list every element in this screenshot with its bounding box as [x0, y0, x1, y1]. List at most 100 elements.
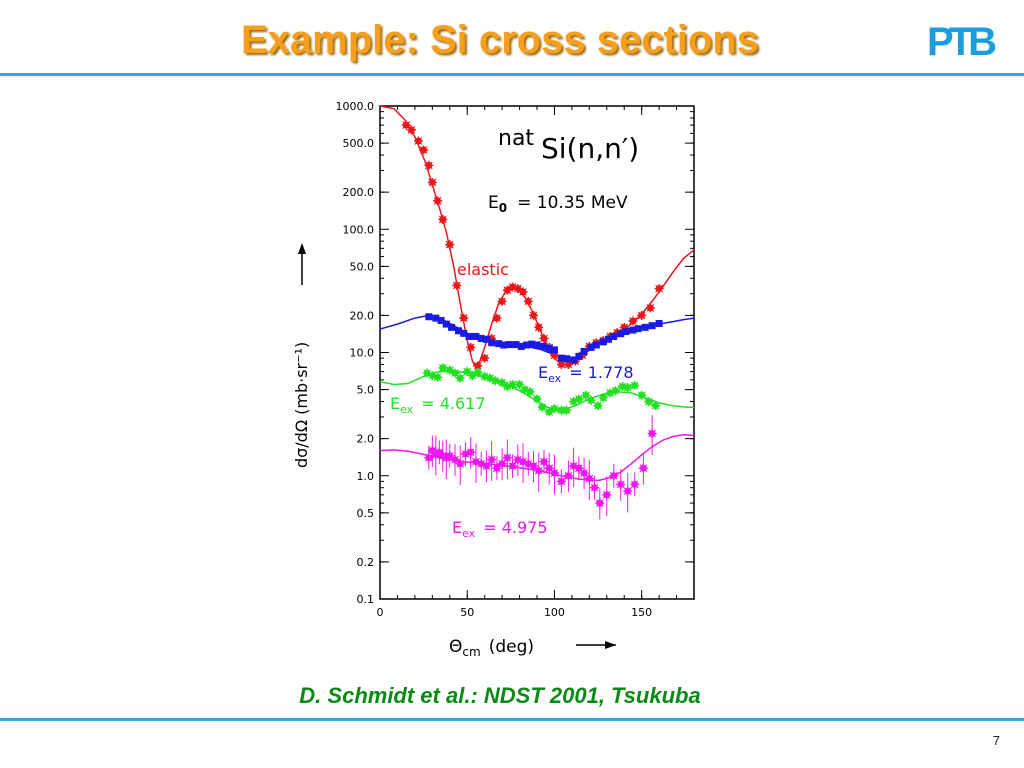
series-2-point-35: [630, 380, 640, 390]
series-2-point-26: [574, 394, 584, 404]
series-2-point-37: [644, 397, 654, 407]
y-tick-label-2: 200.0: [343, 186, 375, 199]
series-0-point-7: [438, 214, 448, 224]
series-3-point-6: [445, 443, 455, 468]
series-1-point-24: [563, 355, 571, 363]
series-3-point-41: [647, 415, 657, 455]
series-0-point-6: [433, 196, 443, 206]
series-3-point-36: [609, 463, 619, 488]
series-2-label: Eex = 4.617: [390, 394, 486, 416]
series-3-point-16: [497, 448, 507, 481]
series-2-point-16: [515, 380, 525, 390]
chart-title-prefix: nat: [498, 126, 534, 151]
y-tick-label-12: 0.1: [357, 593, 375, 606]
series-1-point-16: [517, 342, 525, 350]
series-1-point-34: [622, 328, 630, 336]
series-1-point-39: [655, 319, 663, 327]
series-1-point-33: [617, 330, 625, 338]
series-1-point-28: [587, 343, 595, 351]
y-tick-label-1: 500.0: [343, 137, 375, 150]
y-axis-arrowhead: [298, 243, 306, 254]
header-divider: [0, 73, 1024, 76]
series-3-point-32: [584, 460, 594, 500]
series-3-point-17: [502, 439, 512, 480]
series-3-point-27: [556, 469, 566, 494]
series-3-point-18: [508, 454, 518, 478]
series-0-point-1: [406, 125, 416, 135]
series-2-point-22: [549, 404, 559, 414]
series-3-point-24: [539, 449, 549, 474]
series-1-point-35: [629, 326, 637, 334]
series-1-point-26: [575, 352, 583, 360]
series-0-point-3: [419, 145, 429, 155]
series-3-point-21: [523, 451, 533, 476]
series-1-point-29: [592, 341, 600, 349]
series-3-point-33: [590, 475, 600, 500]
series-0-point-10: [459, 313, 469, 323]
slide-title: Example: Si cross sections: [240, 18, 759, 62]
series-3-point-31: [579, 457, 589, 490]
series-2-point-6: [455, 373, 465, 383]
series-3-point-34: [595, 487, 605, 520]
series-2-point-28: [586, 395, 596, 405]
series-0-point-24: [539, 333, 549, 343]
y-tick-label-0: 1000.0: [336, 100, 375, 113]
series-2-point-20: [537, 402, 547, 412]
y-tick-label-7: 5.0: [357, 384, 375, 397]
series-0-point-38: [637, 310, 647, 320]
series-1-point-4: [448, 323, 456, 331]
series-2-point-30: [598, 393, 608, 403]
series-1-point-1: [432, 314, 440, 322]
y-tick-label-5: 20.0: [350, 309, 375, 322]
page-number: 7: [992, 733, 1000, 748]
series-1-point-19: [533, 341, 541, 349]
y-tick-label-4: 50.0: [350, 260, 375, 273]
ptb-logo: PTB: [927, 20, 997, 64]
series-2-point-9: [473, 367, 483, 377]
series-3-label: Eex = 4.975: [452, 518, 548, 540]
series-2-point-0: [422, 368, 432, 378]
series-3-point-29: [569, 447, 579, 488]
footer-divider: [0, 718, 1024, 721]
series-1-point-14: [505, 341, 513, 349]
series-1-label: Eex = 1.778: [538, 363, 634, 385]
y-tick-label-11: 0.2: [357, 556, 375, 569]
series-0-point-15: [492, 313, 502, 323]
series-1-point-23: [557, 354, 565, 362]
series-1-point-22: [550, 346, 558, 354]
series-2-point-38: [651, 401, 661, 411]
series-2-point-5: [450, 368, 460, 378]
series-1-point-6: [460, 329, 468, 337]
series-1-point-18: [528, 340, 536, 348]
series-1-point-12: [495, 340, 503, 348]
series-1-point-38: [648, 322, 656, 330]
series-0-point-4: [424, 160, 434, 170]
series-0-point-22: [529, 310, 539, 320]
series-0-point-8: [445, 240, 455, 250]
series-2-point-18: [525, 387, 535, 397]
series-0-point-23: [534, 322, 544, 332]
series-2-point-19: [532, 394, 542, 404]
series-3-point-0: [424, 445, 434, 470]
series-3-point-26: [549, 454, 559, 495]
series-0-point-17: [502, 285, 512, 295]
series-1-point-15: [512, 341, 520, 349]
citation: D. Schmidt et al.: NDST 2001, Tsukuba: [299, 683, 701, 708]
series-1-point-32: [610, 332, 618, 340]
x-tick-label-0: 0: [377, 606, 384, 619]
series-3-point-14: [487, 441, 497, 481]
series-3-point-37: [616, 469, 626, 501]
series-2-point-12: [490, 376, 500, 386]
series-0-point-37: [628, 316, 638, 326]
series-0-point-20: [518, 287, 528, 297]
series-1-point-13: [500, 341, 508, 349]
x-tick-label-1: 50: [460, 606, 474, 619]
series-1-point-9: [477, 334, 485, 342]
series-3-point-13: [481, 450, 491, 483]
series-2-point-24: [562, 405, 572, 415]
series-3-point-10: [466, 437, 476, 469]
x-axis-label: Θcm (deg): [449, 637, 534, 659]
series-1-point-2: [437, 316, 445, 324]
series-2-point-36: [637, 390, 647, 400]
series-3-point-39: [630, 472, 640, 497]
